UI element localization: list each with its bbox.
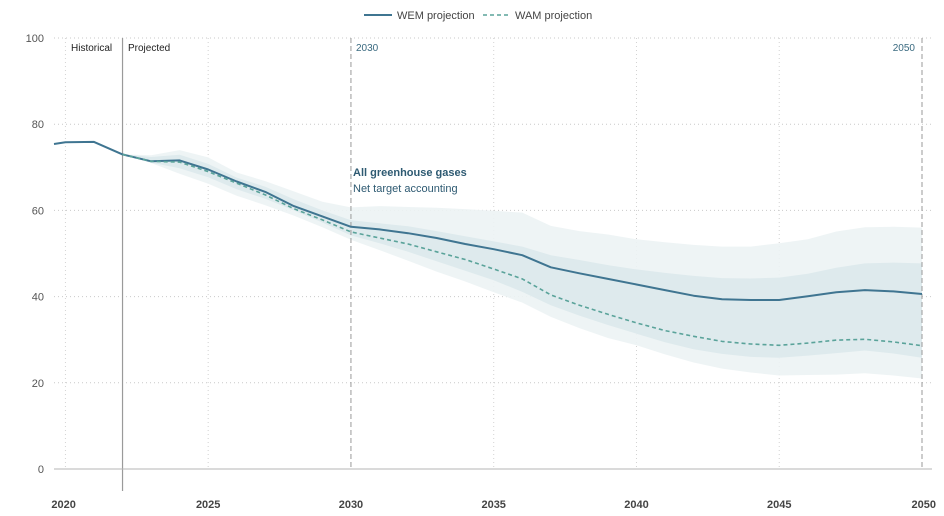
wem-projection-line bbox=[53, 140, 923, 301]
period-markers bbox=[121, 38, 923, 491]
historical-label: Historical bbox=[71, 43, 112, 54]
y-tick-label: 0 bbox=[38, 464, 44, 476]
wam-projection-line bbox=[122, 153, 923, 347]
y-tick-label: 100 bbox=[26, 33, 44, 45]
y-tick-label: 20 bbox=[32, 378, 44, 390]
legend-wam-label: WAM projection bbox=[515, 10, 592, 22]
annotation-title: All greenhouse gases bbox=[353, 167, 467, 179]
x-tick-label: 2030 bbox=[339, 499, 363, 511]
x-tick-label: 2035 bbox=[481, 499, 505, 511]
legend: WEM projection WAM projection bbox=[364, 10, 592, 22]
y-tick-label: 60 bbox=[32, 205, 44, 217]
x-tick-label: 2020 bbox=[51, 499, 75, 511]
x-tick-label: 2025 bbox=[196, 499, 220, 511]
annotation-subtitle: Net target accounting bbox=[353, 183, 458, 195]
year-2030-marker-label: 2030 bbox=[356, 43, 379, 54]
x-tick-label: 2050 bbox=[912, 499, 936, 511]
year-2050-marker-label: 2050 bbox=[893, 43, 916, 54]
projected-label: Projected bbox=[128, 43, 170, 54]
x-tick-label: 2040 bbox=[624, 499, 648, 511]
x-tick-label: 2045 bbox=[767, 499, 791, 511]
y-tick-label: 80 bbox=[32, 119, 44, 131]
legend-wem-label: WEM projection bbox=[397, 10, 475, 22]
series-lines bbox=[53, 140, 923, 347]
y-tick-label: 40 bbox=[32, 292, 44, 304]
